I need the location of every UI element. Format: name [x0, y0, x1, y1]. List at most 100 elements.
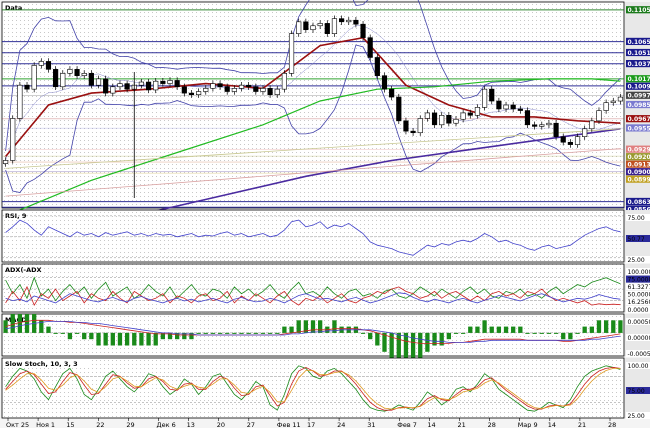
histogram-bar [275, 332, 280, 334]
x-tick-label: 27 [247, 421, 255, 428]
scale-tick-label: 16.25604 [628, 299, 650, 306]
panel-price: Data0.110500.106500.105100.103700.101790… [1, 0, 650, 217]
candle-body [238, 84, 245, 89]
histogram-bar [117, 332, 123, 346]
scale-tick-label: 25.00 [628, 257, 645, 264]
scale-tag [626, 350, 650, 357]
histogram-bar [60, 332, 65, 334]
histogram-bar [439, 332, 444, 346]
panel-title-box [3, 211, 33, 220]
candle-body [160, 80, 166, 84]
histogram-bar [468, 326, 473, 333]
candle-body [81, 73, 87, 76]
histogram-bar [296, 320, 301, 333]
histogram-bar [589, 326, 594, 333]
histogram-bar [618, 320, 623, 333]
candle-body [281, 73, 287, 90]
scale-tag [626, 412, 650, 419]
candle-body [560, 136, 566, 143]
x-tick-label: Ноя 1 [36, 421, 55, 428]
candle-body [489, 88, 495, 102]
histogram-bar [489, 326, 494, 333]
candle-body [503, 104, 509, 110]
upper-band-line [5, 0, 621, 152]
candle-body [496, 100, 502, 110]
candle-body [88, 73, 94, 86]
date-axis: Окт 25 Ноя 1 15 22 29 Дек 6 13 20 27 Фев 11 17 24 31… [6, 418, 616, 428]
candle-body [410, 130, 416, 134]
candle-body [481, 88, 488, 108]
price-tag-label: 0.10091 [628, 84, 650, 91]
histogram-bar [460, 332, 466, 334]
candle-body [231, 88, 237, 92]
histogram-bar [282, 326, 287, 333]
candle-body [95, 78, 102, 86]
panel-frame [1, 209, 625, 263]
series-line [5, 219, 621, 256]
panel-frame [1, 263, 625, 313]
series-line [5, 276, 621, 302]
series-line [5, 319, 621, 344]
price-tag [626, 168, 650, 176]
histogram-bar [189, 332, 194, 340]
panel-title-box [3, 265, 41, 274]
candle-body [467, 112, 473, 116]
histogram-bar [403, 332, 409, 365]
price-tag-label: 0.09675 [628, 116, 650, 123]
histogram-bar [53, 332, 58, 334]
candle-body [389, 88, 395, 98]
candle-body [274, 88, 280, 96]
histogram-bar [153, 332, 158, 346]
candle-body [374, 57, 380, 76]
scale-tag [626, 306, 650, 313]
scale-tag [626, 318, 650, 325]
candle-body [217, 83, 223, 88]
panel-title-box [3, 359, 91, 368]
candle-body [10, 118, 16, 161]
scale-tick-label: 75.00 [628, 388, 645, 395]
series-line [5, 368, 621, 410]
histogram-bar [167, 332, 173, 340]
x-tick-label: 13 [187, 421, 195, 428]
histogram-bar [289, 326, 294, 333]
histogram-bar [46, 326, 51, 333]
panel-title: MACD [5, 316, 27, 324]
histogram-bar [132, 332, 137, 346]
candle-body [474, 107, 481, 116]
x-tick-label: Дек 6 [157, 421, 176, 428]
candle-body [138, 81, 145, 86]
histogram-bar [74, 332, 80, 334]
candle-body [260, 88, 266, 92]
candle-body [424, 112, 430, 119]
candle-body [153, 80, 159, 91]
histogram-bar [446, 332, 451, 340]
panel-title: Data [5, 4, 22, 12]
histogram-bar [425, 332, 430, 352]
x-tick-label: 14 [548, 421, 556, 428]
x-tick-label: 28 [608, 421, 616, 428]
scale-tag [626, 387, 650, 394]
candle-body [446, 115, 452, 124]
overlay-line [5, 78, 621, 217]
x-tick-label: Мар 9 [518, 421, 538, 428]
panel-title: ADX(-ADX [5, 266, 42, 274]
price-tag-label: 0.08560 [628, 206, 650, 213]
price-tag-label: 0.09558 [628, 125, 650, 132]
candle-body [617, 96, 624, 102]
histogram-bar [310, 320, 316, 333]
histogram-bar [511, 326, 516, 333]
candle-body [210, 83, 216, 89]
scale-tick-label: 0.000500 [628, 319, 650, 326]
histogram-bar [546, 332, 552, 334]
candle-body [145, 81, 152, 91]
candle-body [539, 124, 545, 127]
candle-body [532, 124, 538, 127]
histogram-bar [582, 326, 587, 333]
candle-body [596, 110, 602, 122]
price-tag [626, 160, 650, 168]
candle-body [2, 160, 9, 164]
price-tag-label: 0.10179 [628, 76, 650, 83]
